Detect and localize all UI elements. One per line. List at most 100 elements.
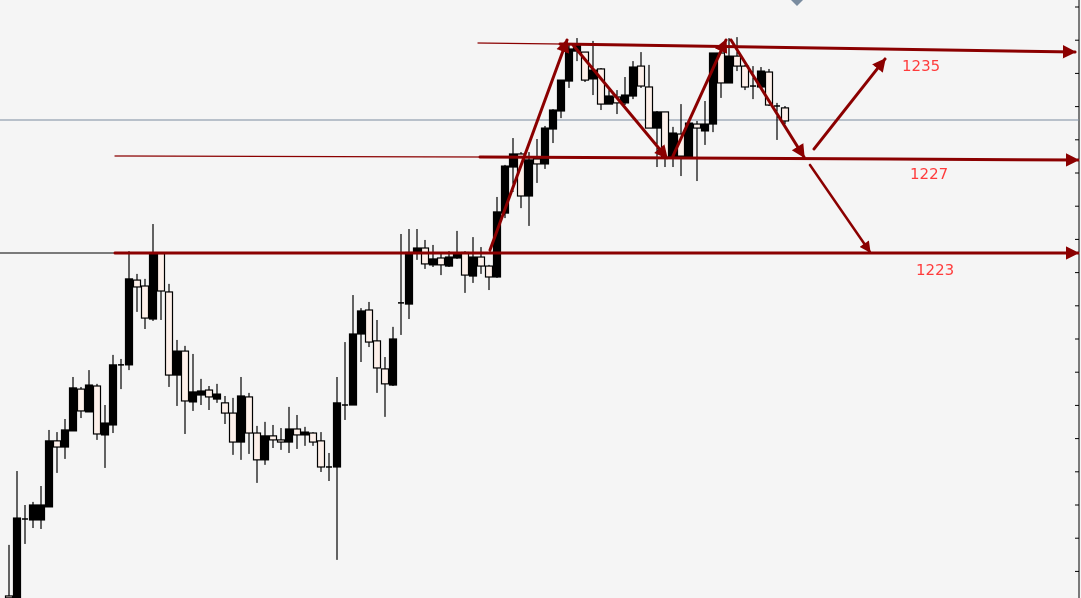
candle — [260, 421, 270, 465]
candle-body — [204, 389, 214, 398]
candle-body — [44, 440, 54, 508]
candle-body — [436, 257, 446, 266]
candle — [460, 251, 470, 293]
candle — [300, 426, 310, 446]
candle — [140, 278, 150, 329]
candle-body — [228, 412, 238, 443]
candle — [100, 405, 110, 468]
candle — [780, 105, 790, 125]
candle-body — [732, 55, 742, 67]
candle-body — [68, 387, 78, 432]
candle — [36, 485, 46, 529]
scenario-up-arrow — [812, 57, 887, 151]
candle — [412, 229, 422, 260]
candle — [148, 224, 158, 321]
candle — [620, 77, 630, 106]
candle-body — [540, 127, 550, 165]
candle-body — [452, 254, 462, 259]
candle — [398, 234, 404, 335]
candle-body — [700, 123, 710, 132]
candle-body — [556, 79, 566, 112]
candle-body — [100, 422, 110, 436]
candle-body — [108, 364, 118, 426]
candle-body — [164, 291, 174, 376]
candle — [292, 414, 302, 449]
candle-body — [84, 384, 94, 413]
candle — [700, 101, 710, 145]
candle — [84, 370, 94, 413]
trend-drawings — [0, 38, 1080, 260]
candle — [132, 273, 142, 312]
candle-body — [724, 55, 734, 84]
candle-body — [36, 504, 46, 521]
candle-body — [156, 253, 166, 292]
candle-body — [380, 368, 390, 385]
candle — [212, 383, 222, 403]
zigzag-down-1 — [571, 43, 669, 160]
candle-body — [636, 65, 646, 87]
candle — [540, 125, 550, 169]
candle — [636, 52, 646, 88]
candles — [4, 37, 790, 598]
candle-body — [484, 265, 494, 278]
candle — [308, 432, 318, 446]
candle — [118, 358, 124, 390]
candle — [388, 326, 398, 386]
candle — [76, 386, 86, 419]
candle — [750, 66, 756, 100]
candle — [564, 43, 574, 88]
candle-body — [532, 158, 542, 165]
level-label-1235: 1235 — [902, 57, 940, 75]
level-label-1223: 1223 — [916, 261, 954, 279]
candle — [380, 357, 390, 417]
candle-body — [52, 440, 62, 448]
candle — [172, 339, 182, 406]
level-1227-line-thin — [114, 155, 481, 158]
candle — [692, 120, 702, 182]
candle — [28, 501, 38, 529]
candle — [236, 376, 246, 460]
candle — [668, 126, 678, 168]
candle-body — [124, 278, 134, 366]
candle — [268, 424, 278, 448]
candle-body — [620, 94, 630, 104]
candle-body — [476, 256, 486, 267]
candle — [596, 67, 606, 111]
candle-body — [372, 340, 382, 369]
candle — [342, 342, 348, 420]
candle — [22, 504, 28, 544]
candle-body — [236, 395, 246, 443]
candle-body — [28, 504, 38, 521]
candle-body — [316, 440, 326, 468]
scenario-down-arrow — [808, 163, 872, 254]
candle-body — [508, 153, 518, 168]
candle — [740, 64, 750, 91]
candle-body — [564, 48, 574, 82]
candle-body — [292, 428, 302, 436]
candle-body — [268, 435, 278, 441]
candle — [124, 251, 134, 371]
candle-body — [764, 71, 774, 106]
candle — [188, 353, 198, 411]
candle-body — [140, 285, 150, 319]
candle-body — [740, 65, 750, 88]
candle-body — [180, 350, 190, 402]
candle — [468, 237, 478, 283]
candle-body — [420, 247, 430, 265]
candle — [12, 471, 22, 598]
candle-body — [276, 439, 286, 443]
candle-body — [652, 111, 662, 129]
candle-body — [348, 333, 358, 406]
price-axis — [1075, 0, 1080, 598]
candle-body — [628, 66, 638, 97]
candle-body — [92, 385, 102, 435]
candle — [724, 38, 734, 84]
candle-body — [404, 251, 414, 305]
candle — [60, 419, 70, 459]
candle-body — [132, 279, 142, 288]
candle-body — [260, 435, 270, 461]
candle-body — [364, 309, 374, 343]
candle — [356, 308, 366, 363]
candle — [244, 392, 254, 454]
